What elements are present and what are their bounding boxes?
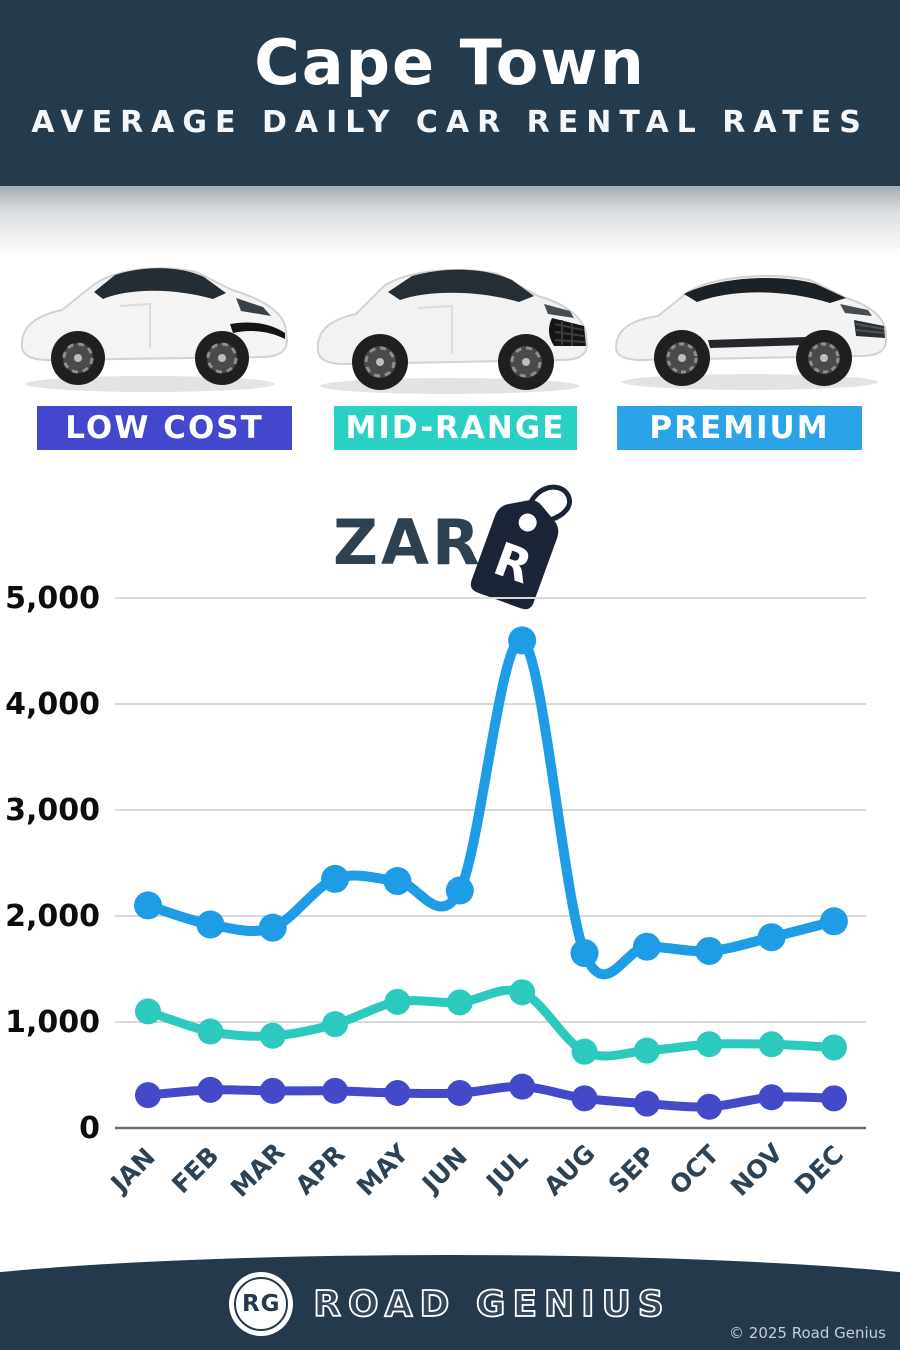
data-point-low-cost: [509, 1073, 536, 1100]
low-cost-car-image: [0, 236, 300, 406]
data-point-low-cost: [758, 1084, 785, 1111]
luxury-suv-car-icon: [614, 275, 887, 390]
data-point-premium: [695, 936, 724, 965]
page-title: Cape Town: [254, 26, 646, 99]
x-axis-month-label: JUN: [415, 1142, 473, 1200]
x-axis-month-label: OCT: [664, 1140, 725, 1201]
x-axis-month-label: MAR: [225, 1137, 290, 1202]
data-point-low-cost: [197, 1076, 224, 1103]
premium-car-image: [600, 236, 900, 406]
logo-initials: RG: [241, 1291, 281, 1317]
mid-range-car-image: [300, 236, 600, 406]
series-line-low-cost: [143, 1082, 839, 1112]
data-point-premium: [508, 626, 537, 655]
data-point-premium: [196, 910, 225, 939]
data-point-low-cost: [571, 1085, 598, 1112]
data-point-mid-range: [322, 1011, 349, 1038]
x-axis-month-label: FEB: [166, 1141, 224, 1199]
x-axis-month-label: MAY: [351, 1138, 415, 1202]
rental-rates-line-chart: 0 1,000 2,000 3,000 4,000 5,000 JAN FEB MAR APR MA…: [5, 581, 866, 1203]
data-point-low-cost: [322, 1077, 349, 1104]
data-point-premium: [321, 864, 350, 893]
footer-content: RG ROAD GENIUS: [0, 1258, 900, 1350]
y-axis-tick-label: 5,000: [5, 581, 100, 616]
data-point-low-cost: [446, 1080, 473, 1107]
x-axis-month-label: APR: [290, 1140, 351, 1201]
data-point-mid-range: [384, 988, 411, 1015]
x-axis-month-label: NOV: [725, 1138, 789, 1202]
y-axis-tick-label: 0: [79, 1111, 100, 1146]
data-point-mid-range: [259, 1022, 286, 1049]
suv-car-icon: [316, 269, 589, 394]
data-point-premium: [757, 923, 786, 952]
data-point-premium: [383, 867, 412, 896]
data-point-mid-range: [446, 989, 473, 1016]
category-label-row: LOW COST MID-RANGE PREMIUM: [0, 406, 900, 450]
y-axis-tick-label: 3,000: [5, 793, 100, 828]
data-point-premium: [258, 913, 287, 942]
series-line-premium: [143, 635, 839, 980]
x-axis-month-label: AUG: [538, 1139, 601, 1202]
data-point-premium: [632, 932, 661, 961]
data-point-mid-range: [571, 1038, 598, 1065]
road-genius-logo: RG: [229, 1272, 294, 1336]
data-point-mid-range: [135, 998, 161, 1025]
data-point-low-cost: [696, 1093, 723, 1120]
logo-ring: RG: [234, 1277, 289, 1331]
data-point-premium: [570, 939, 599, 968]
data-point-low-cost: [384, 1080, 411, 1107]
hatchback-car-icon: [20, 267, 289, 392]
currency-badge: ZAR R: [0, 462, 900, 612]
metallic-divider: [0, 186, 900, 256]
header-banner: Cape Town AVERAGE DAILY CAR RENTAL RATES: [0, 0, 900, 186]
brand-name: ROAD GENIUS: [312, 1283, 671, 1326]
copyright-text: © 2025 Road Genius: [729, 1324, 886, 1342]
series-line-mid-range: [143, 985, 839, 1061]
price-tag-icon: R: [470, 484, 572, 610]
y-axis-tick-label: 2,000: [5, 899, 100, 934]
x-axis-month-label: JUL: [479, 1144, 533, 1198]
data-point-premium: [819, 907, 848, 936]
data-point-premium: [445, 876, 474, 905]
data-point-low-cost: [135, 1082, 161, 1109]
x-axis-month-label: SEP: [603, 1141, 661, 1199]
x-axis-month-label: JAN: [104, 1142, 161, 1199]
premium-label: PREMIUM: [617, 406, 862, 450]
data-point-mid-range: [197, 1018, 224, 1045]
data-point-mid-range: [696, 1031, 723, 1058]
data-point-premium: [134, 891, 162, 920]
currency-code: ZAR: [333, 506, 483, 579]
x-axis-month-label: DEC: [789, 1140, 849, 1200]
data-point-low-cost: [259, 1077, 286, 1104]
data-point-low-cost: [820, 1085, 847, 1112]
y-axis-tick-label: 4,000: [5, 687, 100, 722]
data-point-mid-range: [633, 1037, 660, 1064]
data-point-mid-range: [820, 1034, 847, 1061]
data-point-mid-range: [758, 1031, 785, 1058]
data-point-low-cost: [633, 1090, 660, 1117]
y-axis-tick-label: 1,000: [5, 1005, 100, 1040]
page-subtitle: AVERAGE DAILY CAR RENTAL RATES: [31, 105, 869, 140]
data-point-mid-range: [509, 979, 536, 1006]
mid-range-label: MID-RANGE: [334, 406, 577, 450]
footer-banner: [0, 1255, 900, 1350]
low-cost-label: LOW COST: [37, 406, 292, 450]
car-images-row: [0, 236, 900, 406]
